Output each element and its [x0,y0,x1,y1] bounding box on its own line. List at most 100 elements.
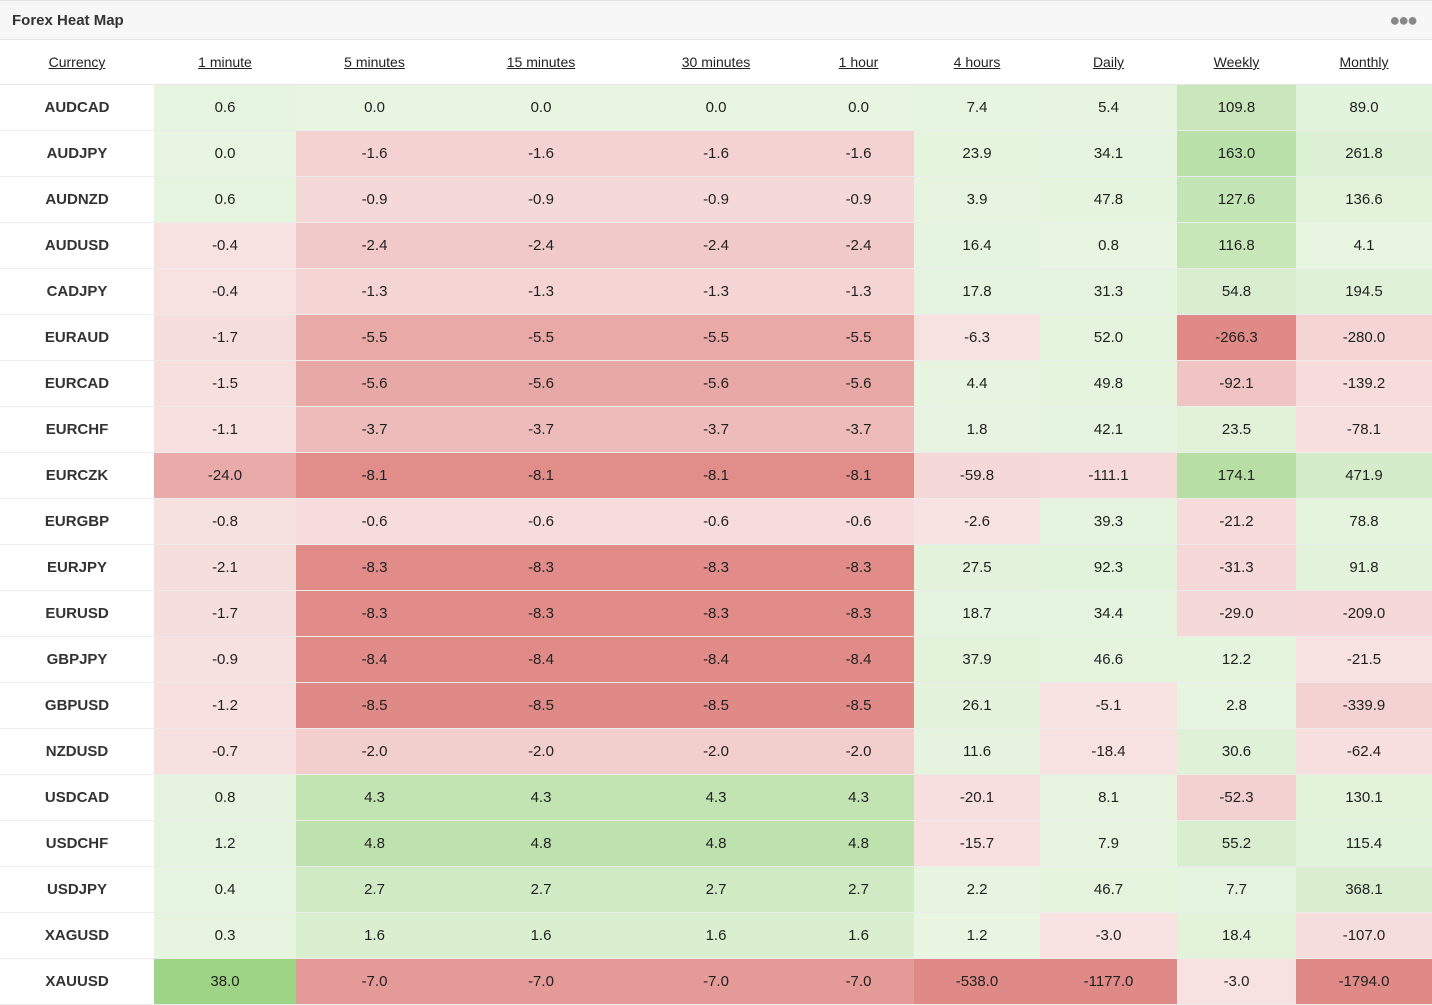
table-row: GBPUSD -1.2 -8.5 -8.5 -8.5 -8.5 26.1 -5.1 2.8 -33… [0,682,1432,729]
column-header-1-minute[interactable]: 1 minute [154,40,296,85]
heat-cell: -21.2 [1177,498,1296,545]
table-row: EURUSD -1.7 -8.3 -8.3 -8.3 -8.3 18.7 34.4 -29.0-… [0,590,1432,637]
heat-cell: -0.9 [803,176,914,223]
heat-cell: -8.5 [296,682,453,729]
currency-pair-cell: XAGUSD [0,912,154,959]
heat-cell: 4.3 [803,774,914,821]
heat-cell: 11.6 [914,728,1040,775]
heat-cell: -1.1 [154,406,296,453]
column-header-15-minutes[interactable]: 15 minutes [453,40,629,85]
column-header-30-minutes[interactable]: 30 minutes [629,40,803,85]
column-header-monthly[interactable]: Monthly [1296,40,1432,85]
heat-cell: 2.7 [803,866,914,913]
heat-cell: -8.5 [453,682,629,729]
heat-cell: -20.1 [914,774,1040,821]
column-header-1-hour[interactable]: 1 hour [803,40,914,85]
currency-pair-cell: EURAUD [0,314,154,361]
heat-cell: -8.1 [296,452,453,499]
table-row: USDCAD 0.8 4.3 4.3 4.3 4.3 -20.1 8.1 -52.3 130.1 [0,774,1432,821]
heat-cell: -3.7 [803,406,914,453]
heat-cell: -8.3 [629,590,803,637]
heat-cell: 4.3 [629,774,803,821]
currency-pair-cell: GBPUSD [0,682,154,729]
heat-cell: 7.9 [1040,820,1177,867]
table-row: USDJPY 0.4 2.7 2.7 2.7 2.7 2.2 46.7 7.7 368.1 [0,866,1432,913]
heat-cell: -8.4 [803,636,914,683]
heat-cell: -8.3 [296,544,453,591]
heat-cell: -1.7 [154,314,296,361]
more-horizontal-icon[interactable]: ●●● [1389,10,1418,30]
table-row: NZDUSD -0.7 -2.0 -2.0 -2.0 -2.0 11.6 -18.4 30.6-… [0,728,1432,775]
heat-cell: -18.4 [1040,728,1177,775]
heat-cell: -0.4 [154,222,296,269]
heat-cell: 18.7 [914,590,1040,637]
heat-cell: -3.7 [296,406,453,453]
heat-cell: -8.4 [453,636,629,683]
table-row: EURJPY -2.1 -8.3 -8.3 -8.3 -8.3 27.5 92.3 -31.3 9… [0,544,1432,591]
currency-pair-cell: EURGBP [0,498,154,545]
heat-cell: -2.0 [803,728,914,775]
heat-cell: -0.9 [296,176,453,223]
heat-cell: 0.6 [154,84,296,131]
heat-cell: 4.1 [1296,222,1432,269]
column-header-currency[interactable]: Currency [0,40,154,85]
currency-pair-cell: EURCZK [0,452,154,499]
heat-cell: -538.0 [914,958,1040,1005]
heat-cell: -8.3 [453,590,629,637]
heat-cell: -7.0 [629,958,803,1005]
heat-cell: -0.6 [629,498,803,545]
currency-pair-cell: EURCHF [0,406,154,453]
heat-cell: 4.8 [453,820,629,867]
table-row: XAGUSD 0.3 1.6 1.6 1.6 1.6 1.2 -3.0 18.4 -107.0 [0,912,1432,959]
heat-cell: -8.1 [803,452,914,499]
heat-cell: -0.6 [803,498,914,545]
heat-cell: -5.6 [296,360,453,407]
table-row: CADJPY -0.4 -1.3 -1.3 -1.3 -1.3 17.8 31.3 54.8 19… [0,268,1432,315]
heat-cell: 1.6 [803,912,914,959]
heat-cell: 2.7 [629,866,803,913]
heat-cell: 4.3 [453,774,629,821]
heat-cell: -1177.0 [1040,958,1177,1005]
heat-cell: 4.4 [914,360,1040,407]
heat-cell: 17.8 [914,268,1040,315]
heat-cell: 92.3 [1040,544,1177,591]
heat-cell: -1.3 [296,268,453,315]
heat-cell: 1.2 [914,912,1040,959]
currency-pair-cell: EURCAD [0,360,154,407]
heat-cell: 42.1 [1040,406,1177,453]
heat-cell: -0.9 [453,176,629,223]
heat-cell: -62.4 [1296,728,1432,775]
heat-cell: -0.4 [154,268,296,315]
heat-cell: -2.0 [296,728,453,775]
heat-cell: -2.6 [914,498,1040,545]
table-body: AUDCAD 0.6 0.0 0.0 0.0 0.0 7.4 5.4 109.8 89.0 AUDJ… [0,84,1432,1005]
heat-cell: -0.6 [453,498,629,545]
heat-cell: 2.7 [296,866,453,913]
widget-header: Forex Heat Map ●●● [0,1,1432,40]
column-header-5-minutes[interactable]: 5 minutes [296,40,453,85]
heat-cell: -24.0 [154,452,296,499]
heat-cell: 49.8 [1040,360,1177,407]
heat-cell: 2.8 [1177,682,1296,729]
heat-cell: -8.1 [453,452,629,499]
heat-cell: -52.3 [1177,774,1296,821]
heat-cell: 3.9 [914,176,1040,223]
heat-cell: 115.4 [1296,820,1432,867]
table-row: GBPJPY -0.9 -8.4 -8.4 -8.4 -8.4 37.9 46.6 12.2 -2… [0,636,1432,683]
column-header-weekly[interactable]: Weekly [1177,40,1296,85]
currency-pair-cell: NZDUSD [0,728,154,775]
column-header-daily[interactable]: Daily [1040,40,1177,85]
heat-cell: 130.1 [1296,774,1432,821]
heat-cell: -1.5 [154,360,296,407]
heat-cell: 0.6 [154,176,296,223]
heat-cell: -3.0 [1040,912,1177,959]
table-row: EURCZK -24.0 -8.1 -8.1 -8.1 -8.1 -59.8 -111.1 17… [0,452,1432,499]
heat-cell: -5.6 [803,360,914,407]
column-header-4-hours[interactable]: 4 hours [914,40,1040,85]
heat-cell: 2.2 [914,866,1040,913]
table-row: AUDNZD 0.6 -0.9 -0.9 -0.9 -0.9 3.9 47.8 127.6 136… [0,176,1432,223]
heat-cell: -3.7 [629,406,803,453]
table-row: EURCHF -1.1 -3.7 -3.7 -3.7 -3.7 1.8 42.1 23.5 -78… [0,406,1432,453]
currency-pair-cell: USDCAD [0,774,154,821]
currency-pair-cell: GBPJPY [0,636,154,683]
